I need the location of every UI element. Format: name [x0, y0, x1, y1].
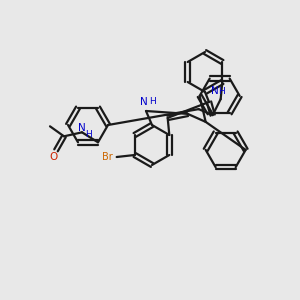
Text: H: H — [148, 98, 155, 106]
Text: N: N — [78, 123, 86, 133]
Text: N: N — [140, 97, 148, 107]
Text: O: O — [50, 152, 58, 162]
Text: Br: Br — [102, 152, 113, 162]
Text: H: H — [218, 87, 225, 96]
Text: H: H — [85, 130, 92, 139]
Text: N: N — [211, 86, 218, 96]
